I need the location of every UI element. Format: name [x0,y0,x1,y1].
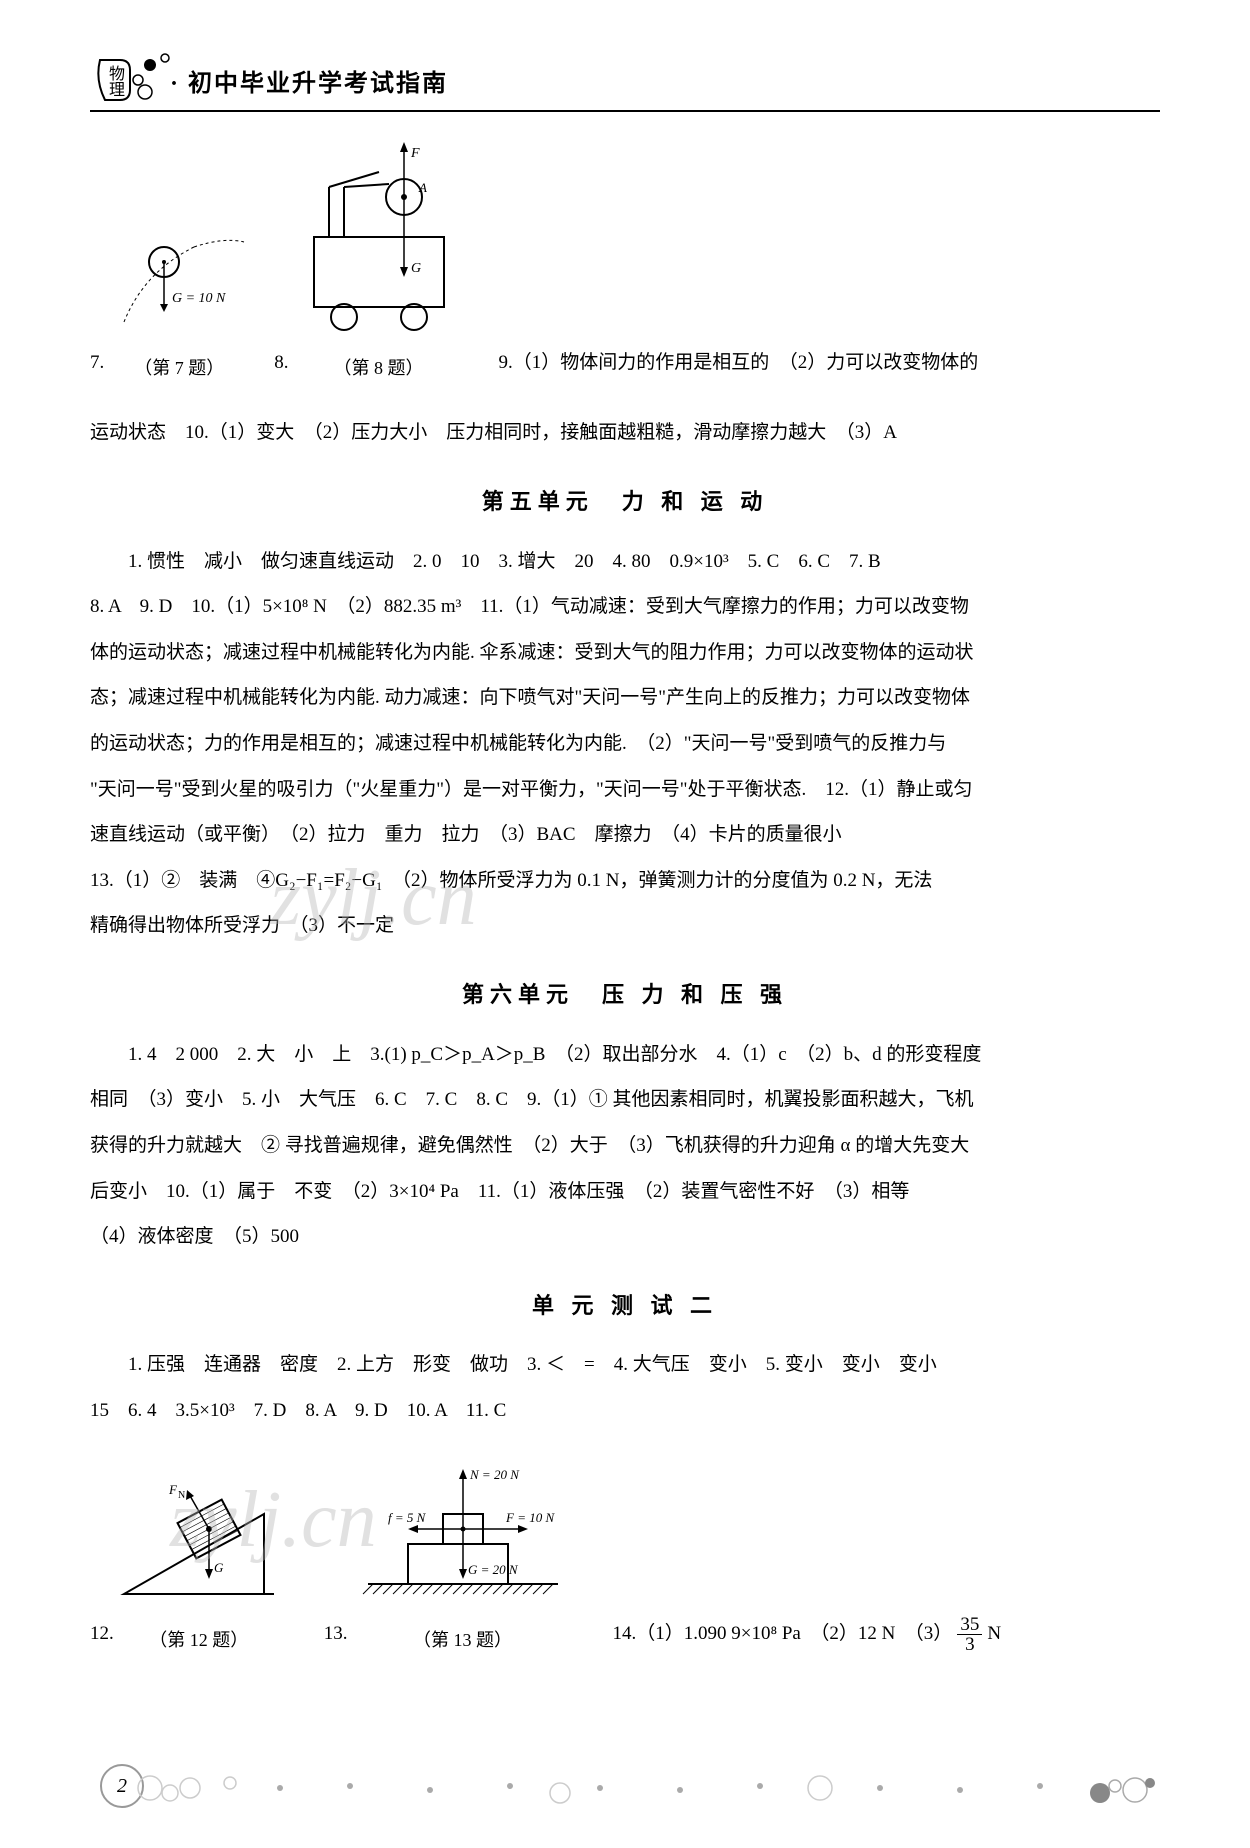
q9-text: 9.（1）物体间力的作用是相互的 （2）力可以改变物体的 [489,340,1161,386]
unit5-p3: 体的运动状态；减速过程中机械能转化为内能. 伞系减速：受到大气的阻力作用；力可以… [90,630,1160,676]
unit5-p4: 态；减速过程中机械能转化为内能. 动力减速：向下喷气对"天问一号"产生向上的反推… [90,675,1160,721]
figure-12: FN G （第 12 题） [114,1464,284,1662]
svg-text:f = 5 N: f = 5 N [388,1510,427,1525]
unit6-title: 第六单元 压 力 和 压 强 [90,969,1160,1022]
figure-7: G = 10 N （第 7 题） [104,212,254,390]
figure-12-caption: （第 12 题） [114,1619,284,1662]
svg-text:A: A [418,180,427,195]
unit6-p4: 后变小 10.（1）属于 不变 （2）3×10⁴ Pa 11.（1）液体压强 （… [90,1169,1160,1215]
unit5-p6: "天问一号"受到火星的吸引力（"火星重力"）是一对平衡力，"天问一号"处于平衡状… [90,767,1160,813]
content-area: 7. G = 10 N （第 7 题） 8. F [90,142,1160,1662]
figure-13-caption: （第 13 题） [348,1619,578,1662]
svg-text:G: G [411,261,421,276]
test2-title: 单 元 测 试 二 [90,1280,1160,1333]
unit5-p9: 精确得出物体所受浮力 （3）不一定 [90,903,1160,949]
unit6-p2: 相同 （3）变小 5. 小 大气压 6. C 7. C 8. C 9.（1）① … [90,1077,1160,1123]
unit5-p5: 的运动状态；力的作用是相互的；减速过程中机械能转化为内能. （2）"天问一号"受… [90,721,1160,767]
q12-number: 12. [90,1611,114,1657]
svg-text:F: F [168,1482,178,1497]
fraction-den: 3 [962,1635,978,1654]
page-container: 物理 · 初中毕业升学考试指南 7. G = 10 N （第 7 题） 8. [0,0,1250,1848]
figures-row-1: 7. G = 10 N （第 7 题） 8. F [90,142,1160,390]
unit6-p1: 1. 4 2 000 2. 大 小 上 3.(1) p_C＞p_A＞p_B （2… [90,1032,1160,1078]
svg-text:G = 10 N: G = 10 N [172,291,226,306]
unit6-p3: 获得的升力就越大 ② 寻找普遍规律，避免偶然性 （2）大于 （3）飞机获得的升力… [90,1123,1160,1169]
figure-8: F A G （第 8 题） [289,142,469,390]
test2-p2: 15 6. 4 3.5×10³ 7. D 8. A 9. D 10. A 11.… [90,1388,1160,1434]
line-2: 运动状态 10.（1）变大 （2）压力大小 压力相同时，接触面越粗糙，滑动摩擦力… [90,410,1160,456]
q14-text: 14.（1）1.090 9×10⁸ Pa （2）12 N （3） [613,1611,953,1657]
fraction-num: 35 [957,1615,982,1635]
q7-number: 7. [90,340,104,386]
test2-p1: 1. 压强 连通器 密度 2. 上方 形变 做功 3. ＜ = 4. 大气压 变… [90,1342,1160,1388]
subject-badge: 物理 [90,50,150,110]
figure-8-svg: F A G [289,142,469,342]
q14-unit: N [987,1611,1001,1657]
figure-8-caption: （第 8 题） [289,347,469,390]
q14-container: 14.（1）1.090 9×10⁸ Pa （2）12 N （3） 35 3 N [598,1611,1161,1657]
unit5-p7: 速直线运动（或平衡） （2）拉力 重力 拉力 （3）BAC 摩擦力 （4）卡片的… [90,812,1160,858]
unit6-p5: （4）液体密度 （5）500 [90,1214,1160,1260]
figure-7-svg: G = 10 N [104,212,254,342]
figure-13: N = 20 N F = 10 N f = 5 N G = 20 N （第 13… [348,1454,578,1662]
unit5-p2: 8. A 9. D 10.（1）5×10⁸ N （2）882.35 m³ 11.… [90,584,1160,630]
q13-number: 13. [324,1611,348,1657]
svg-text:N: N [178,1490,185,1501]
q8-number: 8. [274,340,288,386]
unit5-p1: 1. 惯性 减小 做匀速直线运动 2. 0 10 3. 增大 20 4. 80 … [90,539,1160,585]
footer-deco-svg [0,1758,1250,1818]
svg-text:F: F [410,146,420,161]
unit5-title: 第五单元 力 和 运 动 [90,476,1160,529]
unit5-p8: 13.（1）② 装满 ④G₂−F₁=F₂−G₁ （2）物体所受浮力为 0.1 N… [90,858,1160,904]
page-title: · 初中毕业升学考试指南 [170,63,448,98]
footer-decoration [0,1758,1250,1818]
svg-text:G: G [214,1560,224,1575]
svg-text:G = 20 N: G = 20 N [468,1562,519,1577]
figure-13-svg: N = 20 N F = 10 N f = 5 N G = 20 N [348,1454,578,1614]
svg-text:N = 20 N: N = 20 N [469,1467,520,1482]
svg-text:F = 10 N: F = 10 N [505,1510,555,1525]
subject-text: 物理 [102,65,126,97]
figure-12-svg: FN G [114,1464,284,1614]
page-header: 物理 · 初中毕业升学考试指南 [90,50,1160,112]
figures-row-2: zylj.cn 12. [90,1454,1160,1662]
fraction: 35 3 [957,1615,982,1654]
figure-7-caption: （第 7 题） [104,347,254,390]
